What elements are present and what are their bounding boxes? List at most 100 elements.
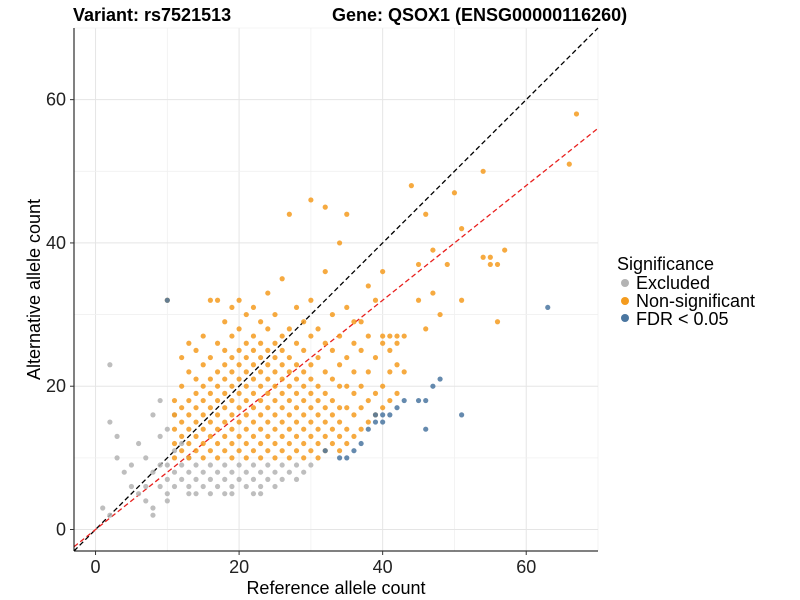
data-point bbox=[336, 433, 343, 439]
data-point bbox=[365, 333, 371, 339]
data-point bbox=[243, 412, 249, 418]
data-point bbox=[279, 276, 285, 282]
data-point bbox=[128, 483, 135, 490]
data-point bbox=[171, 483, 178, 490]
legend-swatch-fdr bbox=[621, 314, 629, 322]
data-point bbox=[229, 333, 235, 339]
data-point bbox=[171, 426, 178, 432]
data-point bbox=[301, 319, 307, 325]
data-point bbox=[222, 362, 228, 368]
data-point bbox=[229, 304, 235, 311]
data-point bbox=[179, 476, 185, 482]
data-point bbox=[322, 204, 328, 210]
data-point bbox=[394, 362, 400, 368]
data-point bbox=[344, 383, 350, 389]
data-point bbox=[401, 369, 407, 375]
data-point bbox=[243, 455, 249, 461]
data-point bbox=[200, 383, 206, 389]
data-point bbox=[365, 397, 371, 404]
data-point bbox=[286, 412, 292, 418]
data-point bbox=[286, 369, 292, 375]
data-point bbox=[344, 405, 350, 411]
data-point bbox=[164, 498, 170, 504]
data-point bbox=[380, 340, 386, 346]
data-point bbox=[380, 405, 386, 411]
data-point bbox=[279, 476, 285, 482]
data-point bbox=[236, 405, 242, 411]
data-point bbox=[272, 383, 278, 389]
data-point bbox=[265, 362, 271, 368]
series-non-significant bbox=[164, 111, 580, 461]
legend-swatch-non-significant bbox=[621, 297, 629, 305]
data-point bbox=[164, 426, 170, 432]
data-point bbox=[200, 426, 206, 432]
data-point bbox=[222, 419, 228, 425]
data-point bbox=[451, 190, 458, 196]
data-point bbox=[193, 476, 199, 482]
data-point bbox=[322, 448, 328, 454]
data-point bbox=[358, 319, 364, 325]
data-point bbox=[250, 333, 257, 339]
data-point bbox=[258, 412, 264, 418]
data-point bbox=[286, 326, 292, 332]
data-point bbox=[272, 426, 278, 432]
data-point bbox=[193, 448, 199, 454]
data-point bbox=[265, 419, 271, 425]
data-point bbox=[236, 326, 242, 332]
data-point bbox=[179, 440, 185, 447]
data-point bbox=[193, 405, 199, 411]
data-point bbox=[243, 469, 249, 475]
data-point bbox=[322, 268, 328, 275]
data-point bbox=[258, 426, 264, 432]
data-point bbox=[380, 419, 386, 425]
data-point bbox=[243, 369, 249, 375]
data-point bbox=[365, 419, 371, 425]
data-point bbox=[301, 412, 307, 418]
y-tick-label: 60 bbox=[46, 90, 66, 110]
data-point bbox=[150, 469, 156, 475]
data-point bbox=[423, 326, 429, 332]
data-point bbox=[279, 433, 285, 439]
data-point bbox=[164, 297, 170, 303]
data-point bbox=[200, 412, 206, 418]
data-point bbox=[229, 426, 235, 432]
data-point bbox=[186, 440, 192, 447]
data-point bbox=[459, 297, 465, 303]
data-point bbox=[573, 111, 580, 117]
data-point bbox=[193, 462, 199, 468]
data-point bbox=[272, 483, 278, 490]
data-point bbox=[272, 440, 278, 447]
data-point bbox=[336, 448, 343, 454]
data-point bbox=[301, 369, 307, 375]
data-point bbox=[207, 491, 213, 497]
data-point bbox=[358, 426, 364, 432]
data-point bbox=[322, 419, 328, 425]
data-point bbox=[200, 397, 206, 404]
data-point bbox=[344, 455, 350, 461]
data-point bbox=[372, 412, 379, 418]
data-point bbox=[200, 362, 206, 368]
data-point bbox=[423, 397, 429, 404]
data-point bbox=[308, 376, 314, 382]
data-point bbox=[272, 311, 278, 318]
data-point bbox=[336, 383, 343, 389]
data-point bbox=[207, 354, 213, 361]
data-point bbox=[272, 369, 278, 375]
data-point bbox=[415, 297, 422, 303]
data-point bbox=[315, 326, 321, 332]
data-point bbox=[193, 491, 199, 497]
data-point bbox=[222, 347, 228, 353]
data-point bbox=[293, 362, 300, 368]
data-point bbox=[222, 476, 228, 482]
data-point bbox=[394, 333, 400, 339]
data-point bbox=[322, 369, 328, 375]
data-point bbox=[171, 455, 178, 461]
data-point bbox=[329, 347, 336, 353]
data-point bbox=[272, 397, 278, 404]
data-point bbox=[179, 448, 185, 454]
x-tick-label: 40 bbox=[373, 557, 393, 577]
data-point bbox=[186, 483, 192, 490]
data-point bbox=[236, 376, 242, 382]
data-point bbox=[157, 483, 163, 490]
data-point bbox=[279, 376, 285, 382]
